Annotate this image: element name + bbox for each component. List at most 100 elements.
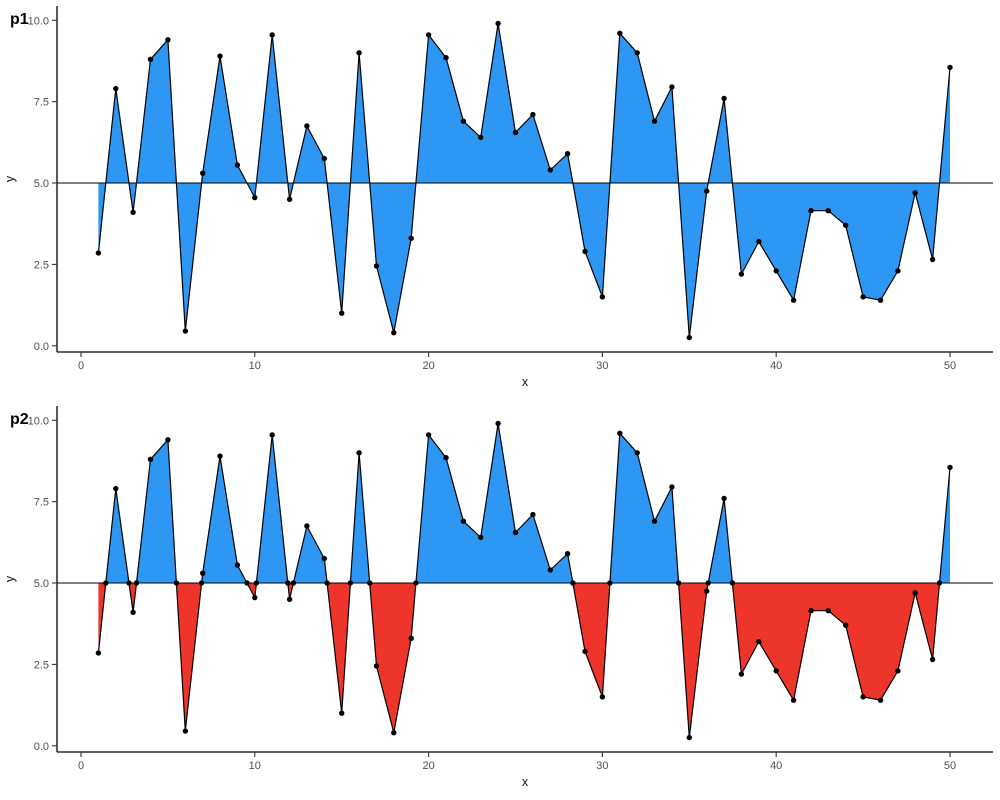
- area-below-baseline: [98, 583, 950, 738]
- data-point-marker: [877, 297, 884, 303]
- area-above-baseline: [98, 23, 950, 183]
- data-point-marker: [113, 485, 119, 492]
- data-point-marker: [912, 190, 918, 196]
- data-point-marker: [252, 194, 258, 201]
- data-point-marker: [217, 453, 223, 459]
- data-point-marker: [425, 432, 432, 438]
- crossing-point-marker: [705, 580, 711, 586]
- data-point-marker: [269, 32, 275, 38]
- panel-title: p2: [10, 411, 29, 428]
- x-axis-ticks: 0 10 20 30 40 50: [78, 352, 956, 372]
- x-tick-label: 20: [422, 360, 434, 372]
- data-point-marker: [825, 608, 831, 614]
- data-point-marker: [843, 622, 849, 628]
- y-tick-label: 10.0: [28, 15, 49, 27]
- crossing-point-marker: [729, 580, 736, 586]
- x-tick-label: 20: [422, 760, 434, 772]
- data-point-marker: [530, 511, 536, 518]
- data-point-marker: [634, 50, 640, 56]
- x-tick-label: 40: [770, 360, 782, 372]
- data-point-marker: [321, 555, 327, 562]
- data-point-marker: [356, 50, 362, 56]
- crossing-point-marker: [253, 580, 260, 586]
- data-point-marker: [495, 20, 501, 27]
- data-point-marker: [391, 330, 397, 336]
- crossing-point-marker: [936, 580, 943, 586]
- data-point-marker: [130, 609, 136, 615]
- data-point-marker: [686, 334, 692, 341]
- panel-p2: 0.0 2.5 5.0 7.5 10.0 0 10 20 30 40 50 x y p2: [0, 400, 1000, 800]
- data-point-marker: [547, 167, 553, 173]
- data-point-marker: [373, 663, 380, 669]
- data-point-marker: [339, 310, 345, 316]
- area-below-baseline: [98, 183, 950, 338]
- data-point-marker: [738, 671, 745, 677]
- data-point-marker: [391, 730, 397, 736]
- y-axis-ticks: 0.0 2.5 5.0 7.5 10.0: [28, 15, 57, 353]
- y-tick-label: 2.5: [34, 259, 49, 271]
- data-point-marker: [460, 118, 467, 124]
- data-point-marker: [339, 710, 345, 716]
- data-point-marker: [547, 567, 553, 573]
- data-point-marker: [895, 668, 901, 674]
- panel-title: p1: [10, 11, 29, 28]
- x-tick-label: 30: [596, 760, 608, 772]
- y-axis-title: y: [3, 575, 17, 582]
- data-point-marker: [234, 162, 241, 168]
- data-point-marker: [200, 570, 206, 576]
- data-point-marker: [478, 134, 484, 141]
- data-point-marker: [704, 188, 710, 194]
- data-point-marker: [286, 196, 293, 202]
- data-point-marker: [860, 294, 866, 300]
- data-point-marker: [564, 151, 571, 157]
- data-point-marker: [147, 56, 154, 62]
- crossing-point-marker: [103, 580, 109, 586]
- panel-p2-chart: 0.0 2.5 5.0 7.5 10.0 0 10 20 30 40 50 x y p2: [3, 406, 993, 789]
- data-point-marker: [877, 697, 884, 703]
- y-tick-label: 7.5: [34, 97, 49, 109]
- data-point-marker: [582, 248, 588, 255]
- data-point-marker: [304, 523, 310, 529]
- data-point-marker: [599, 694, 606, 700]
- data-point-marker: [669, 484, 675, 490]
- y-tick-label: 0.0: [34, 341, 49, 353]
- data-point-marker: [234, 562, 241, 568]
- crossing-point-marker: [173, 580, 180, 586]
- data-point-marker: [460, 518, 467, 524]
- data-point-marker: [669, 84, 675, 90]
- x-tick-label: 0: [78, 760, 84, 772]
- crossing-point-marker: [367, 580, 373, 586]
- panel-p1: 0.0 2.5 5.0 7.5 10.0 0 10 20 30 40 50 x y p1: [3, 6, 993, 389]
- crossing-point-marker: [570, 580, 576, 586]
- data-point-marker: [165, 437, 171, 443]
- x-axis-title: x: [522, 375, 529, 389]
- crossing-point-marker: [290, 580, 297, 586]
- data-point-marker: [756, 238, 762, 245]
- data-point-marker: [200, 170, 206, 176]
- data-point-marker: [808, 208, 814, 214]
- data-point-marker: [634, 450, 640, 456]
- x-tick-label: 10: [249, 360, 261, 372]
- data-point-marker: [704, 588, 710, 594]
- x-axis-title: x: [522, 775, 529, 789]
- crossing-point-marker: [675, 580, 682, 586]
- y-tick-label: 5.0: [34, 578, 49, 590]
- data-point-marker: [408, 635, 414, 641]
- data-point-marker: [686, 734, 692, 741]
- crossing-point-marker: [347, 580, 354, 586]
- crossing-point-marker: [133, 580, 140, 586]
- data-point-marker: [895, 268, 901, 274]
- x-tick-label: 30: [596, 360, 608, 372]
- data-point-marker: [738, 271, 745, 277]
- data-point-marker: [165, 37, 171, 43]
- crossing-point-marker: [126, 580, 132, 586]
- data-point-marker: [773, 268, 779, 274]
- data-point-marker: [843, 222, 849, 228]
- x-tick-label: 50: [944, 360, 956, 372]
- data-points: [95, 20, 953, 341]
- y-tick-label: 5.0: [34, 178, 49, 190]
- data-point-marker: [443, 55, 449, 61]
- data-point-marker: [912, 590, 918, 596]
- data-point-marker: [617, 30, 623, 36]
- data-point-marker: [582, 648, 588, 655]
